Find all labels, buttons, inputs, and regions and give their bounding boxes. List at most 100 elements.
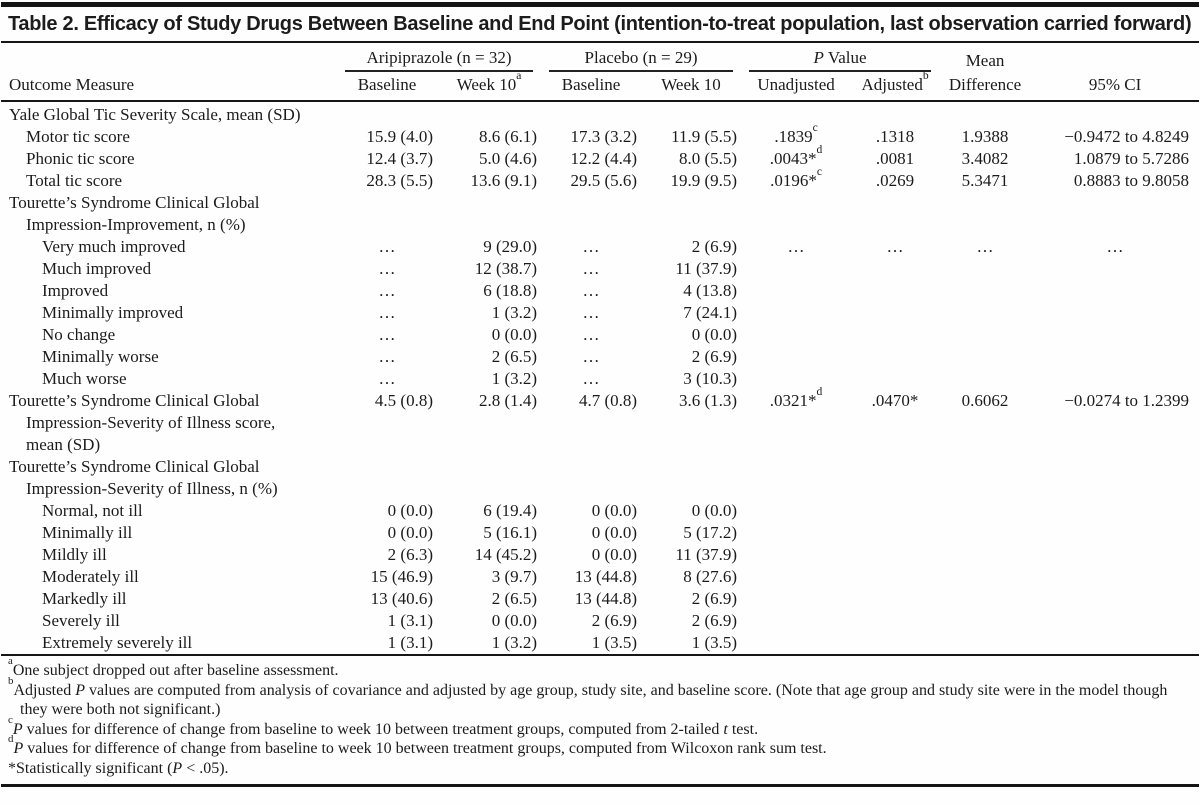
data-cell: … bbox=[378, 369, 396, 388]
table-row: Mildly ill 2 (6.3) 14 (45.2) 0 (0.0) 11 (37.… bbox=[1, 544, 1199, 566]
data-cell bbox=[541, 456, 641, 500]
data-cell bbox=[641, 101, 741, 126]
table-row: Tourette’s Syndrome Clinical Global Impre… bbox=[1, 456, 1199, 500]
data-cell: .0043*d bbox=[769, 142, 823, 168]
data-cell bbox=[437, 192, 541, 236]
data-cell bbox=[741, 500, 851, 522]
data-cell: 29.5 (5.6) bbox=[570, 171, 638, 190]
data-cell: 3.4082 bbox=[961, 149, 1009, 168]
table-row: Motor tic score 15.9 (4.0) 8.6 (6.1) 17.3 (… bbox=[1, 120, 1199, 148]
placebo-spanner-label: Placebo (n = 29) bbox=[549, 43, 734, 72]
row-label: Minimally improved bbox=[1, 302, 337, 324]
data-cell: 12.2 (4.4) bbox=[570, 149, 638, 168]
footnote: *Statistically significant (P < .05). bbox=[8, 759, 229, 777]
data-cell: 15 (46.9) bbox=[370, 567, 433, 586]
data-cell bbox=[541, 101, 641, 126]
row-label: Phonic tic score bbox=[1, 148, 337, 170]
data-cell bbox=[851, 324, 939, 346]
row-label-line: Much improved bbox=[42, 259, 152, 278]
data-cell bbox=[741, 456, 851, 500]
data-cell: … bbox=[582, 369, 600, 388]
table-row: Markedly ill 13 (40.6) 2 (6.5) 13 (44.8) 2 (… bbox=[1, 588, 1199, 610]
data-cell: 3.6 (1.3) bbox=[678, 391, 738, 410]
row-label-line: Impression-Severity of Illness score, bbox=[26, 413, 276, 432]
data-cell bbox=[851, 588, 939, 610]
data-cell: 2 (6.5) bbox=[491, 589, 538, 608]
data-cell: … bbox=[378, 325, 396, 344]
data-cell: 15.9 (4.0) bbox=[366, 127, 433, 146]
row-label-line: Mildly ill bbox=[42, 545, 107, 564]
row-label-line: Tourette’s Syndrome Clinical Global bbox=[9, 391, 260, 410]
table-row: Extremely severely ill 1 (3.1) 1 (3.2) 1 (3… bbox=[1, 632, 1199, 655]
data-cell: 2 (6.3) bbox=[387, 545, 433, 564]
row-label: Total tic score bbox=[1, 170, 337, 192]
column-header-row: Outcome Measure Baseline Week 10a Baseli… bbox=[1, 68, 1199, 101]
data-cell bbox=[851, 456, 939, 500]
table-row: Tourette’s Syndrome Clinical Global Impre… bbox=[1, 192, 1199, 236]
data-cell: … bbox=[787, 237, 805, 256]
table-row: Phonic tic score 12.4 (3.7) 5.0 (4.6) 12.2 … bbox=[1, 142, 1199, 170]
data-cell: 0 (0.0) bbox=[387, 501, 433, 520]
group-header-mean: Mean bbox=[965, 51, 1005, 70]
data-cell: 11 (37.9) bbox=[675, 259, 738, 278]
table-row: Very much improved… 9 (29.0)… 2 (6.9)………… bbox=[1, 236, 1199, 258]
data-cell: … bbox=[378, 347, 396, 366]
data-cell bbox=[741, 544, 851, 566]
data-cell bbox=[851, 500, 939, 522]
column-header-adjusted: Adjustedb bbox=[861, 68, 929, 94]
data-cell: 28.3 (5.5) bbox=[366, 171, 433, 190]
row-label: Tourette’s Syndrome Clinical Global Impre… bbox=[1, 192, 337, 236]
data-cell: 7 (24.1) bbox=[683, 303, 738, 322]
data-cell: 5.0 (4.6) bbox=[478, 149, 538, 168]
data-cell: 2 (6.9) bbox=[691, 589, 738, 608]
data-cell bbox=[851, 346, 939, 368]
footnote: dP values for difference of change from … bbox=[8, 733, 827, 757]
data-cell bbox=[851, 544, 939, 566]
data-cell bbox=[851, 101, 939, 126]
table-row: Severely ill 1 (3.1) 0 (0.0) 2 (6.9) 2 (6.9) bbox=[1, 610, 1199, 632]
data-cell: 0 (0.0) bbox=[387, 523, 433, 542]
data-cell: .0470* bbox=[871, 391, 919, 410]
row-label-line: Improved bbox=[42, 281, 109, 300]
data-cell: 2.8 (1.4) bbox=[478, 391, 538, 410]
data-cell: 17.3 (3.2) bbox=[570, 127, 638, 146]
table-row: Tourette’s Syndrome Clinical Global Impre… bbox=[1, 385, 1199, 456]
data-cell: 8 (27.6) bbox=[683, 567, 738, 586]
data-cell: … bbox=[582, 303, 600, 322]
data-cell: 13 (44.8) bbox=[574, 589, 638, 608]
bottom-rule bbox=[1, 784, 1199, 787]
data-cell: .1839c bbox=[774, 120, 818, 146]
data-cell bbox=[741, 258, 851, 280]
data-cell: 5 (17.2) bbox=[683, 523, 738, 542]
data-cell: 1 (3.2) bbox=[491, 633, 538, 652]
data-cell bbox=[939, 632, 1031, 655]
row-label-line: Minimally improved bbox=[42, 303, 184, 322]
row-label: Tourette’s Syndrome Clinical Global Impre… bbox=[1, 390, 337, 456]
data-cell bbox=[1031, 192, 1199, 236]
data-cell: 2 (6.9) bbox=[691, 611, 738, 630]
data-cell: 5.3471 bbox=[961, 171, 1009, 190]
row-label: Markedly ill bbox=[1, 588, 337, 610]
row-label-line: Minimally ill bbox=[42, 523, 133, 542]
data-cell: … bbox=[582, 259, 600, 278]
data-cell: 0 (0.0) bbox=[491, 325, 538, 344]
efficacy-table: Aripiprazole (n = 32) Placebo (n = 29) P… bbox=[1, 43, 1200, 656]
row-label: Extremely severely ill bbox=[1, 632, 337, 655]
data-cell bbox=[1031, 280, 1199, 302]
data-cell bbox=[1031, 522, 1199, 544]
data-cell bbox=[851, 368, 939, 390]
data-cell bbox=[1031, 346, 1199, 368]
row-label-line: Moderately ill bbox=[42, 567, 139, 586]
table-row: Yale Global Tic Severity Scale, mean (SD… bbox=[1, 101, 1199, 126]
data-cell: 4.5 (0.8) bbox=[374, 391, 433, 410]
data-cell bbox=[641, 456, 741, 500]
column-header-placebo-baseline: Baseline bbox=[561, 75, 621, 94]
top-rule bbox=[1, 2, 1199, 7]
column-header-mean-difference: Difference bbox=[948, 75, 1022, 94]
data-cell bbox=[939, 522, 1031, 544]
data-cell bbox=[541, 192, 641, 236]
column-header-95ci: 95% CI bbox=[1088, 75, 1142, 94]
row-label-line: Yale Global Tic Severity Scale, mean (SD… bbox=[9, 105, 301, 124]
data-cell: 8.6 (6.1) bbox=[478, 127, 538, 146]
data-cell bbox=[1031, 544, 1199, 566]
